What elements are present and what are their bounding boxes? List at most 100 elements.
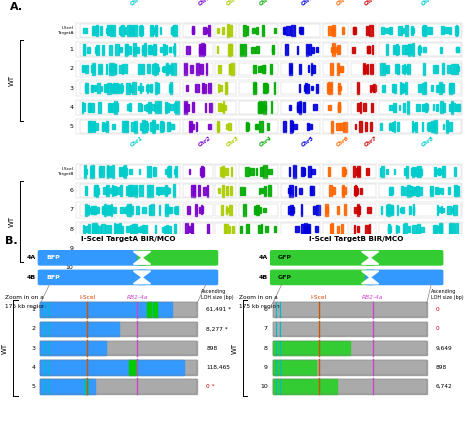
Bar [401, 186, 402, 195]
Bar [255, 206, 258, 214]
Text: 0 *: 0 * [206, 384, 215, 389]
Bar [128, 103, 131, 111]
Bar [351, 242, 376, 255]
Text: GFP: GFP [278, 275, 292, 280]
Bar [100, 166, 101, 177]
Text: 61,491 *: 61,491 * [206, 307, 231, 312]
Bar [372, 85, 376, 91]
Bar [182, 101, 212, 114]
Bar [239, 165, 278, 178]
Bar [131, 123, 135, 131]
Bar [153, 27, 154, 34]
Bar [139, 169, 140, 174]
Bar [312, 64, 315, 73]
Polygon shape [362, 271, 379, 284]
Bar [239, 82, 278, 95]
Bar [131, 85, 133, 92]
Bar [440, 224, 442, 235]
Bar [351, 223, 376, 236]
Bar [267, 264, 270, 271]
Bar [246, 123, 249, 130]
Bar [256, 168, 257, 175]
Bar [259, 121, 263, 132]
Bar [283, 27, 285, 34]
Bar [281, 242, 320, 255]
Bar [354, 187, 357, 195]
Bar [201, 169, 202, 175]
Bar [146, 104, 149, 110]
Bar [40, 302, 172, 317]
Bar [128, 187, 129, 195]
Bar [156, 83, 159, 93]
Bar [76, 61, 462, 77]
Bar [173, 25, 175, 35]
Bar [337, 226, 339, 233]
Bar [394, 84, 396, 92]
Bar [190, 64, 193, 73]
Bar [228, 64, 230, 74]
Bar [202, 206, 203, 213]
Bar [215, 43, 236, 56]
Bar [355, 187, 358, 194]
Bar [215, 261, 236, 274]
Bar [191, 121, 192, 132]
Bar [215, 120, 236, 133]
Bar [314, 262, 316, 273]
Bar [337, 63, 339, 75]
Bar [117, 262, 118, 273]
Bar [112, 103, 116, 112]
Bar [430, 27, 432, 34]
Bar [281, 82, 320, 95]
Bar [443, 124, 444, 129]
Bar [167, 263, 168, 272]
Bar [336, 47, 338, 52]
Bar [110, 204, 112, 216]
Bar [379, 24, 461, 37]
Bar [115, 83, 118, 93]
Text: 7: 7 [70, 208, 73, 212]
Bar [388, 205, 391, 215]
Bar [225, 168, 228, 175]
Bar [130, 225, 132, 233]
Text: 3: 3 [32, 346, 36, 350]
Bar [440, 101, 443, 113]
Bar [224, 224, 226, 235]
Bar [290, 120, 292, 133]
Bar [169, 122, 170, 131]
Bar [439, 82, 442, 94]
Text: I-SceI TargetA BIR/MCO: I-SceI TargetA BIR/MCO [81, 237, 175, 243]
Bar [364, 65, 366, 73]
Bar [455, 244, 456, 252]
Bar [184, 101, 187, 114]
Bar [215, 204, 236, 216]
Bar [173, 245, 174, 252]
Bar [80, 101, 180, 114]
Bar [76, 164, 462, 179]
Text: 6: 6 [70, 188, 73, 193]
Bar [91, 207, 93, 213]
Bar [110, 66, 114, 71]
Bar [112, 166, 114, 178]
Bar [207, 185, 209, 197]
Bar [264, 186, 266, 196]
Text: 8,277 *: 8,277 * [206, 326, 228, 332]
Text: Ascending
LOH size (bp): Ascending LOH size (bp) [431, 289, 464, 300]
Bar [327, 83, 331, 93]
Bar [340, 67, 343, 71]
Bar [109, 104, 112, 111]
Bar [401, 246, 404, 251]
Bar [373, 84, 375, 92]
Bar [412, 43, 414, 56]
Bar [40, 379, 197, 394]
Bar [182, 184, 212, 197]
Bar [122, 85, 123, 91]
Bar [405, 244, 407, 252]
Bar [165, 207, 168, 213]
Bar [125, 43, 127, 56]
Bar [145, 225, 146, 233]
Bar [390, 27, 392, 34]
Bar [149, 166, 151, 177]
Bar [108, 167, 109, 176]
Bar [157, 105, 159, 110]
Bar [129, 360, 133, 375]
